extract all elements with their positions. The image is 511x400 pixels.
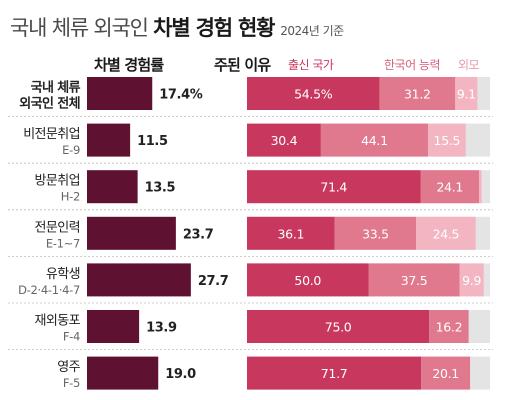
reason-segment-korean <box>429 310 469 343</box>
reason-value-label: 15.5 <box>434 133 461 148</box>
reason-segment-korean <box>421 356 471 390</box>
category-name: 방문취업 <box>35 174 80 189</box>
rate-value-label: 13.9 <box>146 321 177 336</box>
rate-value-label: 19.0 <box>165 367 196 382</box>
reason-segment-origin <box>247 356 422 390</box>
reason-value-label: 20.1 <box>432 366 459 381</box>
chart-title: 국내 체류 외국인 차별 경험 현황 2024년 기준 <box>10 12 344 42</box>
category-name: 영주 <box>57 360 80 375</box>
reason-value-label: 75.0 <box>325 320 352 335</box>
reason-segment-appearance <box>416 216 476 250</box>
reason-segment-origin <box>247 77 380 110</box>
legend-origin: 출신 국가 <box>288 58 334 72</box>
reason-segment-origin <box>247 216 335 250</box>
reason-value-label: 16.2 <box>436 320 463 335</box>
reason-segment-appearance <box>459 263 484 297</box>
category-name: 전문인력 <box>35 220 80 235</box>
reason-value-label: 9.1 <box>457 87 476 102</box>
reason-value-label: 37.5 <box>401 273 428 288</box>
reason-segment-korean <box>320 123 429 157</box>
legend-appearance: 외모 <box>458 58 480 72</box>
category-name: 국내 체류 <box>31 80 81 96</box>
reason-value-label: 31.2 <box>404 87 431 102</box>
rate-bar <box>87 356 159 390</box>
reason-value-label: 71.7 <box>321 366 348 381</box>
reason-segment-korean <box>368 263 460 297</box>
rate-header: 차별 경험률 <box>94 56 164 74</box>
reason-segment-appearance <box>428 123 466 157</box>
rate-bar <box>87 77 153 110</box>
category-code: F-4 <box>63 330 80 344</box>
reason-value-label: 33.5 <box>362 226 389 241</box>
rate-bar <box>87 170 138 204</box>
reason-segment-korean <box>334 216 417 250</box>
category-name: 유학생 <box>46 267 80 282</box>
reason-value-label: 30.4 <box>271 133 298 148</box>
category-code: D-2·4-1·4-7 <box>18 283 80 297</box>
category-name: 외국인 전체 <box>19 96 80 112</box>
reason-segment-origin <box>247 170 421 204</box>
reasons-header: 주된 이유 <box>214 56 271 74</box>
rate-value-label: 27.7 <box>198 274 229 289</box>
category-code: H-2 <box>61 190 80 204</box>
rate-value-label: 13.5 <box>145 181 176 196</box>
legend-korean: 한국어 능력 <box>384 58 441 72</box>
reason-segment-origin <box>247 263 369 297</box>
category-name: 재외동포 <box>35 314 81 329</box>
reason-segment-korean <box>420 170 480 204</box>
reason-segment-korean <box>379 77 456 110</box>
reason-value-label: 36.1 <box>278 226 305 241</box>
reason-segment-origin <box>247 123 321 157</box>
reason-segment-appearance <box>479 170 482 204</box>
category-name: 비전문취업 <box>23 127 80 142</box>
chart-title-light: 국내 체류 외국인 <box>10 16 154 40</box>
category-code: E-9 <box>62 143 80 157</box>
rate-value-label: 23.7 <box>183 227 214 242</box>
reason-value-label: 44.1 <box>361 133 388 148</box>
reason-value-label: 50.0 <box>294 273 321 288</box>
reason-value-label: 24.1 <box>436 180 463 195</box>
rate-bar <box>87 310 140 343</box>
reason-value-label: 24.5 <box>433 226 460 241</box>
rate-value-label: 11.5 <box>137 134 168 149</box>
reason-value-label: 54.5% <box>294 87 333 102</box>
rate-bar <box>87 123 131 157</box>
reason-segment-origin <box>247 310 430 343</box>
reason-value-label: 9.9 <box>462 273 481 288</box>
reason-segment-appearance <box>455 77 478 110</box>
chart-title-note: 2024년 기준 <box>280 24 344 38</box>
rate-bar <box>87 263 191 297</box>
rate-bar <box>87 216 176 250</box>
reason-value-label: 71.4 <box>320 180 347 195</box>
chart-title-bold: 차별 경험 현황 <box>153 16 275 40</box>
rate-value-label: 17.4% <box>159 88 202 103</box>
category-code: F-5 <box>63 376 80 390</box>
category-code: E-1~7 <box>46 236 80 250</box>
